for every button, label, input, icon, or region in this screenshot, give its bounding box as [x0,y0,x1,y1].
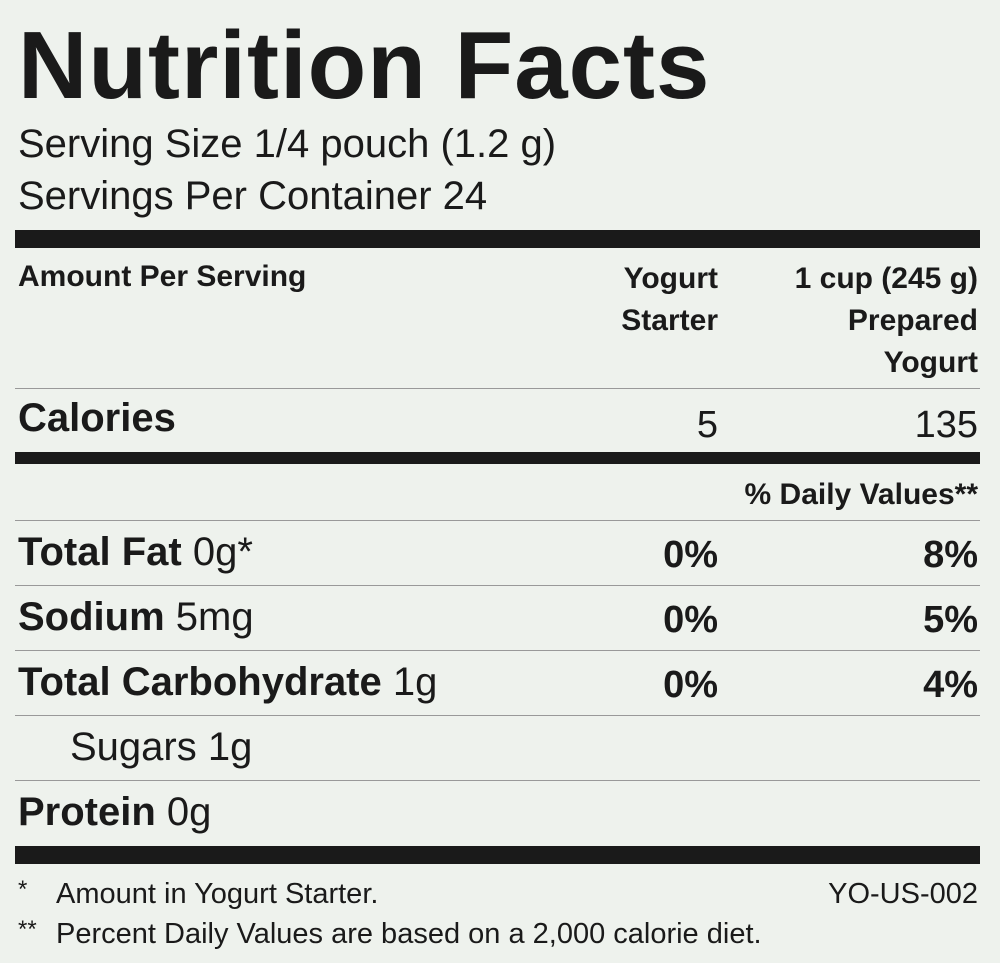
label-code: YO-US-002 [828,878,978,910]
header-col1: Starter [621,304,718,337]
nutrient-col1: 0% [663,664,718,706]
thin-rule [15,388,980,389]
nutrient-col1: 0% [663,599,718,641]
thin-rule [15,585,980,586]
servings-per-container: Servings Per Container 24 [18,174,488,218]
daily-values-header: % Daily Values** [744,478,978,511]
nutrient-line: Sodium 5mg [18,597,254,637]
header-label: Amount Per Serving [18,260,307,293]
thick-rule [15,846,980,864]
nutrient-line: Total Carbohydrate 1g [18,662,437,702]
nutrient-amount: 0g* [192,530,253,574]
nutrient-name: Protein [18,790,156,834]
thin-rule [15,780,980,781]
nutrient-col2: 8% [923,534,978,576]
nutrient-col2: 4% [923,664,978,706]
header-col2: 1 cup (245 g) [794,262,978,295]
header-col2: Prepared [847,304,978,337]
calories-col1: 5 [696,404,718,446]
thin-rule [15,715,980,716]
thin-rule [15,520,980,521]
nutrient-name: Total Carbohydrate [18,660,382,704]
footnote-mark: * [18,876,28,903]
nutrient-line: Sugars 1g [70,727,252,767]
nutrient-name: Sodium [18,595,165,639]
calories-col2: 135 [914,404,978,446]
nutrient-amount: 5mg [175,595,254,639]
thick-rule [15,230,980,248]
nutrient-col2: 5% [923,599,978,641]
footnote-text: Amount in Yogurt Starter. [56,878,379,910]
nutrient-amount: 0g [166,790,212,834]
nutrient-col1: 0% [663,534,718,576]
thin-rule [15,650,980,651]
nutrient-name: Total Fat [18,530,182,574]
footnote-text: Percent Daily Values are based on a 2,00… [56,918,762,950]
nutrient-line: Total Fat 0g* [18,532,253,572]
header-col1: Yogurt [623,262,718,295]
nutrient-line: Protein 0g [18,792,211,832]
header-col2: Yogurt [883,346,978,379]
serving-size: Serving Size 1/4 pouch (1.2 g) [18,122,557,166]
nutrient-amount: 1g [207,725,253,769]
calories-label: Calories [18,396,176,440]
title: Nutrition Facts [18,12,711,119]
nutrient-name: Sugars [70,725,197,769]
footnote-mark: ** [18,916,37,943]
thick-rule [15,452,980,464]
nutrient-amount: 1g [392,660,438,704]
